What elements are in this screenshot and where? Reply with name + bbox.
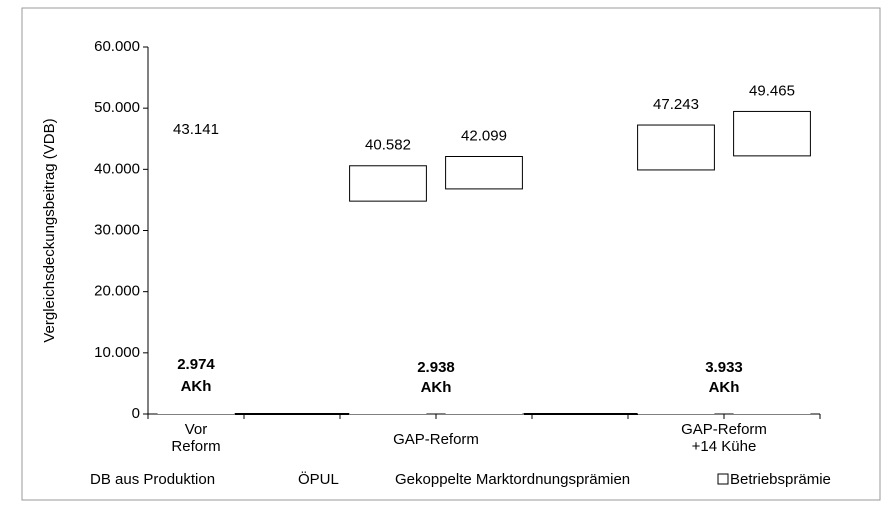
bar-segment — [445, 218, 523, 268]
y-tick-label: 10.000 — [94, 344, 140, 361]
bar-segment — [733, 234, 811, 414]
legend-label: ÖPUL — [298, 470, 339, 488]
annotation: AKh — [421, 379, 452, 396]
bar-segment — [157, 230, 235, 414]
legend-swatch — [717, 473, 729, 485]
bar-segment — [157, 150, 235, 182]
y-tick-label: 20.000 — [94, 283, 140, 300]
x-group-label: Reform — [171, 438, 220, 455]
total-label: 43.141 — [173, 121, 219, 138]
y-tick-label: 60.000 — [94, 38, 140, 55]
bar-segment — [445, 188, 523, 219]
bar-segment — [445, 155, 523, 190]
annotation: 2.938 — [417, 359, 455, 376]
y-tick-label: 40.000 — [94, 160, 140, 177]
x-group-label: Vor — [185, 421, 208, 438]
x-group-label: GAP-Reform — [393, 431, 479, 448]
bar-segment — [157, 181, 235, 231]
y-axis-title: Vergleichsdeckungsbeitrag (VDB) — [41, 118, 58, 342]
legend-label: Betriebsprämie — [730, 471, 831, 488]
annotation: 3.933 — [705, 359, 743, 376]
bar-segment — [637, 169, 715, 200]
y-tick-label: 30.000 — [94, 221, 140, 238]
bar-segment — [637, 199, 715, 249]
annotation: AKh — [709, 379, 740, 396]
total-label: 42.099 — [461, 127, 507, 144]
total-label: 47.243 — [653, 96, 699, 113]
bar-segment — [733, 185, 811, 235]
bar-segment — [637, 124, 715, 171]
y-tick-label: 50.000 — [94, 99, 140, 116]
bar-segment — [733, 155, 811, 186]
bar-segment — [637, 248, 715, 414]
bar-segment — [349, 279, 427, 414]
bar-segment — [349, 201, 427, 231]
bar-segment — [349, 230, 427, 280]
y-tick-label: 0 — [132, 405, 140, 422]
x-group-label: GAP-Reform — [681, 421, 767, 438]
bar-segment — [445, 267, 523, 414]
total-label: 49.465 — [749, 82, 795, 99]
bar-segment — [349, 165, 427, 202]
total-label: 40.582 — [365, 137, 411, 154]
frame — [21, 7, 881, 501]
annotation: 2.974 — [177, 356, 215, 373]
legend-label: Gekoppelte Marktordnungsprämien — [395, 471, 630, 488]
annotation: AKh — [181, 378, 212, 395]
x-group-label: +14 Kühe — [692, 438, 757, 455]
legend-label: DB aus Produktion — [90, 471, 215, 488]
bar-segment — [733, 110, 811, 157]
